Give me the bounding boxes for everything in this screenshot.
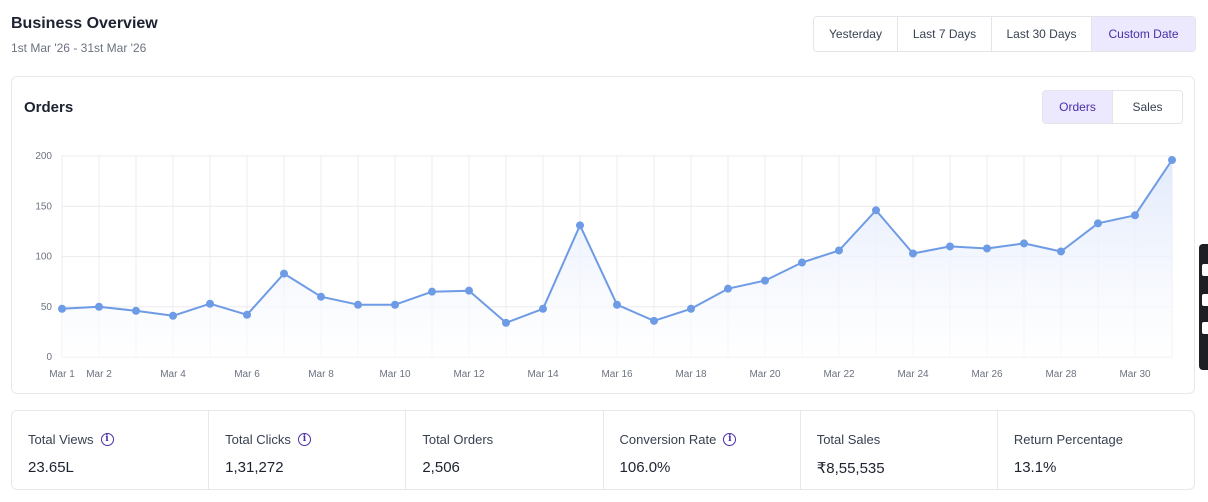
stat-total-sales: Total Sales ₹8,55,535 xyxy=(801,411,998,489)
series-area xyxy=(62,160,1172,357)
stat-value: 106.0% xyxy=(619,459,671,476)
data-point xyxy=(761,276,769,285)
x-tick-label: Mar 10 xyxy=(379,369,411,380)
x-tick-label: Mar 1 xyxy=(49,369,75,380)
orders-line-chart: 0 50 100 150 200 Mar 1 Mar 2 Mar 4 Mar 6 Mar 8 Mar… xyxy=(35,151,1176,380)
stat-label: Total Orders xyxy=(422,432,494,447)
orders-chart-card: Orders Orders Sales 0 50 100 150 200 Mar 1 Mar… xyxy=(11,76,1195,394)
info-icon[interactable]: i xyxy=(723,433,737,446)
x-tick-label: Mar 18 xyxy=(675,369,707,380)
page-title: Business Overview xyxy=(11,15,158,32)
y-tick-label: 50 xyxy=(41,302,53,313)
x-tick-label: Mar 4 xyxy=(160,369,186,380)
x-tick-label: Mar 14 xyxy=(527,369,559,380)
metric-toggle: Orders Sales xyxy=(1042,90,1183,124)
stat-label: Return Percentage xyxy=(1013,432,1123,447)
x-tick-label: Mar 30 xyxy=(1119,369,1151,380)
stat-value: ₹8,55,535 xyxy=(816,460,885,477)
data-point xyxy=(206,299,214,308)
data-point xyxy=(428,287,436,296)
stats-row: Total Views i 23.65L Total Clicks i 1,31,2… xyxy=(11,410,1195,490)
range-custom-date-button[interactable]: Custom Date xyxy=(1092,17,1195,51)
x-tick-label: Mar 2 xyxy=(86,369,112,380)
data-point xyxy=(872,206,880,215)
floating-side-widget[interactable] xyxy=(1199,244,1208,370)
y-tick-label: 150 xyxy=(35,201,52,212)
data-point xyxy=(539,304,547,313)
data-point xyxy=(169,311,177,320)
y-tick-label: 200 xyxy=(35,151,52,162)
range-yesterday-button[interactable]: Yesterday xyxy=(814,17,898,51)
x-tick-label: Mar 20 xyxy=(749,369,781,380)
data-point xyxy=(1131,211,1139,220)
stat-value: 2,506 xyxy=(422,459,460,476)
toggle-sales-button[interactable]: Sales xyxy=(1113,91,1182,123)
range-last-7-days-button[interactable]: Last 7 Days xyxy=(898,17,992,51)
stat-value: 23.65L xyxy=(28,459,74,476)
x-tick-label: Mar 6 xyxy=(234,369,260,380)
data-point xyxy=(1168,156,1176,165)
stat-label: Total Clicks xyxy=(225,432,291,447)
data-point xyxy=(724,284,732,293)
stat-label: Total Sales xyxy=(816,432,881,447)
info-icon[interactable]: i xyxy=(297,433,311,446)
x-tick-label: Mar 22 xyxy=(823,369,855,380)
data-point xyxy=(613,300,621,309)
data-point xyxy=(1020,239,1028,248)
stat-return-percentage: Return Percentage 13.1% xyxy=(998,411,1194,489)
date-range-selector: Yesterday Last 7 Days Last 30 Days Custo… xyxy=(813,16,1196,52)
data-point xyxy=(983,244,991,253)
stat-total-orders: Total Orders 2,506 xyxy=(406,411,604,489)
y-tick-label: 100 xyxy=(35,252,52,263)
data-point xyxy=(1057,247,1065,256)
data-point xyxy=(650,316,658,325)
chart-title: Orders xyxy=(24,99,74,116)
x-tick-label: Mar 8 xyxy=(308,369,334,380)
y-tick-label: 0 xyxy=(46,352,52,363)
stat-label: Conversion Rate xyxy=(619,432,717,447)
data-point xyxy=(95,302,103,311)
data-point xyxy=(502,318,510,327)
date-range-subtitle: 1st Mar '26 - 31st Mar '26 xyxy=(11,41,147,55)
stat-value: 1,31,272 xyxy=(225,459,284,476)
x-tick-label: Mar 16 xyxy=(601,369,633,380)
data-point xyxy=(798,258,806,267)
x-tick-label: Mar 26 xyxy=(971,369,1003,380)
data-point xyxy=(687,304,695,313)
data-point xyxy=(576,221,584,230)
data-point xyxy=(243,310,251,319)
data-point xyxy=(354,300,362,309)
toggle-orders-button[interactable]: Orders xyxy=(1043,91,1113,123)
stat-total-clicks: Total Clicks i 1,31,272 xyxy=(209,411,407,489)
data-point xyxy=(317,292,325,301)
stat-label: Total Views xyxy=(28,432,94,447)
data-point xyxy=(58,304,66,313)
data-point xyxy=(132,306,140,315)
data-point xyxy=(909,249,917,258)
stat-value: 13.1% xyxy=(1013,459,1057,476)
stat-total-views: Total Views i 23.65L xyxy=(12,411,210,489)
x-tick-label: Mar 12 xyxy=(453,369,485,380)
data-point xyxy=(280,269,288,278)
range-last-30-days-button[interactable]: Last 30 Days xyxy=(992,17,1092,51)
stat-conversion-rate: Conversion Rate i 106.0% xyxy=(604,411,801,489)
x-tick-label: Mar 24 xyxy=(897,369,929,380)
data-point xyxy=(835,246,843,255)
info-icon[interactable]: i xyxy=(100,433,114,446)
x-tick-label: Mar 28 xyxy=(1045,369,1077,380)
data-point xyxy=(946,242,954,251)
data-point xyxy=(465,286,473,295)
data-point xyxy=(391,300,399,309)
data-point xyxy=(1094,219,1102,228)
